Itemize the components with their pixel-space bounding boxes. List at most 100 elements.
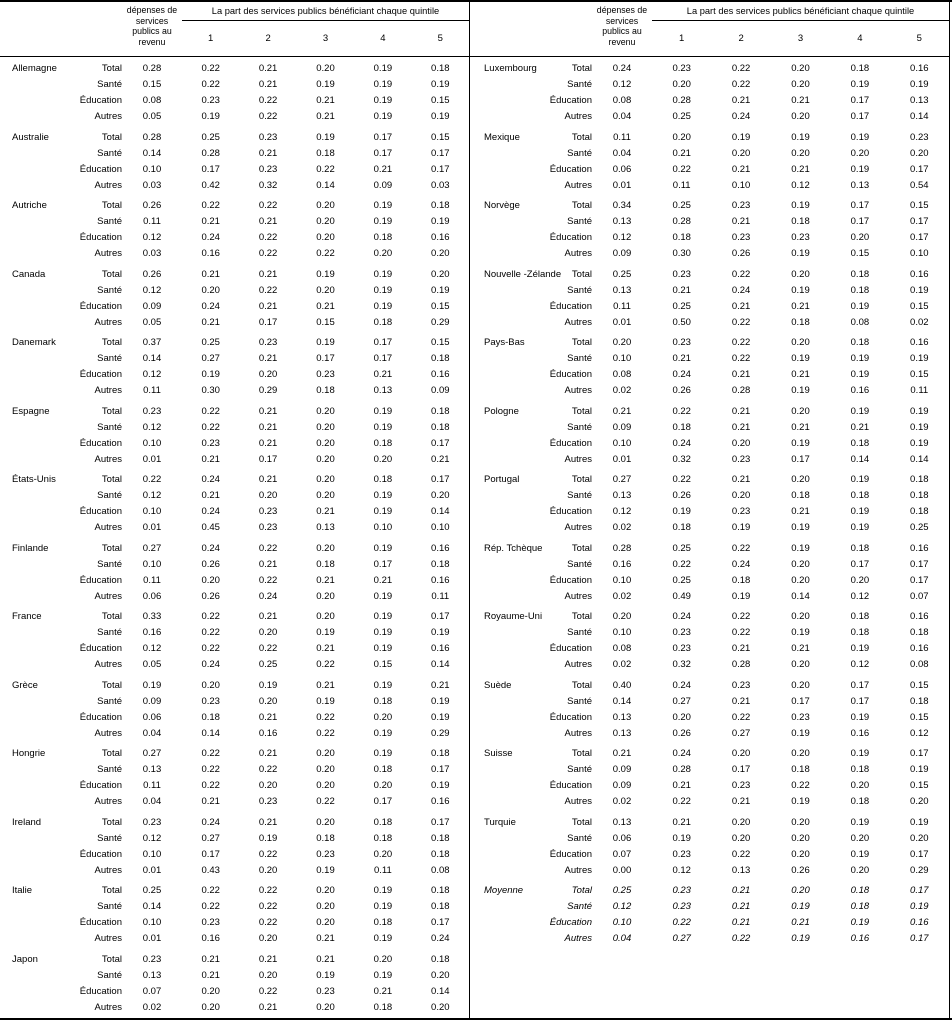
ratio-value: 0.27 xyxy=(142,748,162,759)
quintile-4-value: 0.17 xyxy=(850,679,870,691)
quintile-5-value: 0.16 xyxy=(910,63,929,74)
table-row: Autres 0.03 0.42 0.32 0.14 0.09 0.03 xyxy=(0,178,469,194)
quintile-2-value: 0.17 xyxy=(258,316,278,328)
quintile-1-value: 0.22 xyxy=(201,421,220,433)
table-row: Santé 0.13 0.28 0.21 0.18 0.17 0.17 xyxy=(470,214,949,230)
quintile-3-value: 0.21 xyxy=(316,953,335,965)
ratio-value: 0.12 xyxy=(142,369,162,380)
ratio-value: 0.15 xyxy=(142,79,162,90)
quintile-2-value: 0.22 xyxy=(258,542,278,554)
quintile-1-value: 0.19 xyxy=(672,506,691,517)
category-label: Éducation xyxy=(79,437,122,449)
category-label: Total xyxy=(101,611,122,622)
category-label: Total xyxy=(571,885,592,896)
table-row: Santé 0.13 0.22 0.22 0.20 0.18 0.17 xyxy=(0,762,469,778)
category-label: Santé xyxy=(97,969,122,981)
quintile-3-value: 0.18 xyxy=(316,832,335,844)
country-name xyxy=(0,488,72,504)
country-block: Moyenne Total 0.25 0.23 0.21 0.20 0.18 0.17 Sant… xyxy=(470,883,949,947)
country-name xyxy=(0,109,72,125)
category-label: Total xyxy=(101,337,122,348)
category-label: Santé xyxy=(567,832,592,844)
quintile-2-value: 0.21 xyxy=(731,405,751,417)
country-name xyxy=(470,504,542,520)
quintile-5-value: 0.21 xyxy=(431,679,450,691)
quintile-4-value: 0.19 xyxy=(373,969,393,981)
quintile-1-value: 0.23 xyxy=(672,643,691,654)
table-row: Australie Total 0.28 0.25 0.23 0.19 0.17 0.15 xyxy=(0,130,469,146)
country-block: Canada Total 0.26 0.21 0.21 0.19 0.19 0.20 Santé… xyxy=(0,267,469,331)
quintile-4-value: 0.17 xyxy=(850,216,870,227)
ratio-value: 0.02 xyxy=(612,659,632,670)
category-label: Santé xyxy=(97,490,122,501)
ratio-value: 0.05 xyxy=(142,111,162,122)
table-row: Autres 0.01 0.21 0.17 0.20 0.20 0.21 xyxy=(0,452,469,468)
ratio-value: 0.13 xyxy=(612,816,632,828)
table-row: Grèce Total 0.19 0.20 0.19 0.21 0.19 0.21 xyxy=(0,678,469,694)
ratio-value: 0.28 xyxy=(612,542,632,554)
quintile-1-value: 0.22 xyxy=(201,627,220,638)
table-row: Santé 0.13 0.26 0.20 0.18 0.18 0.18 xyxy=(470,488,949,504)
quintile-3-value: 0.21 xyxy=(316,574,335,586)
table-row: Santé 0.14 0.27 0.21 0.17 0.17 0.18 xyxy=(0,351,469,367)
category-label: Santé xyxy=(567,490,592,501)
quintile-3-value: 0.19 xyxy=(316,337,335,348)
quintile-4-value: 0.18 xyxy=(850,885,870,896)
country-block: Nouvelle -Zélande Total 0.25 0.23 0.22 0.20 0.… xyxy=(470,267,949,331)
ratio-value: 0.09 xyxy=(612,248,632,259)
ratio-value: 0.27 xyxy=(612,474,632,485)
ratio-value: 0.22 xyxy=(142,474,162,485)
quintile-1-value: 0.12 xyxy=(672,864,691,876)
quintile-2-value: 0.22 xyxy=(731,79,751,90)
table-row: Santé 0.14 0.22 0.22 0.20 0.19 0.18 xyxy=(0,899,469,915)
ratio-value: 0.01 xyxy=(612,316,632,328)
country-name: Hongrie xyxy=(12,748,46,759)
table-row: Éducation 0.06 0.22 0.21 0.21 0.19 0.17 xyxy=(470,162,949,178)
table-row: Santé 0.12 0.20 0.22 0.20 0.19 0.19 xyxy=(470,77,949,93)
quintile-4-value: 0.18 xyxy=(373,816,393,828)
quintile-3-value: 0.19 xyxy=(791,353,810,364)
quintile-4-value: 0.19 xyxy=(373,679,393,691)
quintile-1-value: 0.27 xyxy=(672,933,691,944)
quintile-5-value: 0.16 xyxy=(910,917,929,928)
table-row: Santé 0.14 0.28 0.21 0.18 0.17 0.17 xyxy=(0,146,469,162)
quintile-3-value: 0.20 xyxy=(316,437,335,449)
country-name xyxy=(470,146,542,162)
quintile-4-value: 0.18 xyxy=(850,627,870,638)
quintile-4-value: 0.20 xyxy=(373,780,393,791)
table-row: Autres 0.04 0.14 0.16 0.22 0.19 0.29 xyxy=(0,726,469,742)
table-row: Luxembourg Total 0.24 0.23 0.22 0.20 0.18 0.16 xyxy=(470,61,949,77)
country-name: États-Unis xyxy=(12,474,56,485)
quintile-1-value: 0.24 xyxy=(201,300,220,312)
ratio-value: 0.25 xyxy=(142,885,162,896)
quintile-5-value: 0.15 xyxy=(910,780,929,791)
quintile-1-value: 0.21 xyxy=(672,780,691,791)
category-label: Santé xyxy=(97,421,122,433)
category-label: Santé xyxy=(97,147,122,159)
quintile-5-value: 0.19 xyxy=(431,711,450,723)
quintile-2-value: 0.22 xyxy=(258,232,278,243)
quintile-2-value: 0.21 xyxy=(731,421,751,433)
table-header-left: dépenses de services publics au revenu L… xyxy=(0,2,469,57)
quintile-1-value: 0.26 xyxy=(672,385,691,396)
table-row: Santé 0.12 0.27 0.19 0.18 0.18 0.18 xyxy=(0,831,469,847)
country-name xyxy=(0,230,72,246)
quintile-3-value: 0.21 xyxy=(791,163,810,175)
category-label: Autres xyxy=(94,590,122,602)
ratio-value: 0.12 xyxy=(142,643,162,654)
country-name xyxy=(0,77,72,93)
country-name xyxy=(470,488,542,504)
quintile-5-value: 0.02 xyxy=(910,316,929,328)
ratio-value: 0.33 xyxy=(142,611,162,622)
quintile-5-value: 0.19 xyxy=(431,780,450,791)
category-label: Autres xyxy=(94,385,122,396)
ratio-value: 0.11 xyxy=(143,574,161,586)
table-row: Santé 0.10 0.26 0.21 0.18 0.17 0.18 xyxy=(0,557,469,573)
quintile-5-value: 0.15 xyxy=(431,95,450,106)
table-row: Autres 0.09 0.30 0.26 0.19 0.15 0.10 xyxy=(470,246,949,262)
ratio-value: 0.12 xyxy=(142,284,162,296)
quintile-4-value: 0.15 xyxy=(373,659,393,670)
quintile-5-value: 0.18 xyxy=(910,695,929,707)
country-block: Hongrie Total 0.27 0.22 0.21 0.20 0.19 0.18 Sant… xyxy=(0,746,469,810)
quintile-2-value: 0.21 xyxy=(258,1001,278,1013)
